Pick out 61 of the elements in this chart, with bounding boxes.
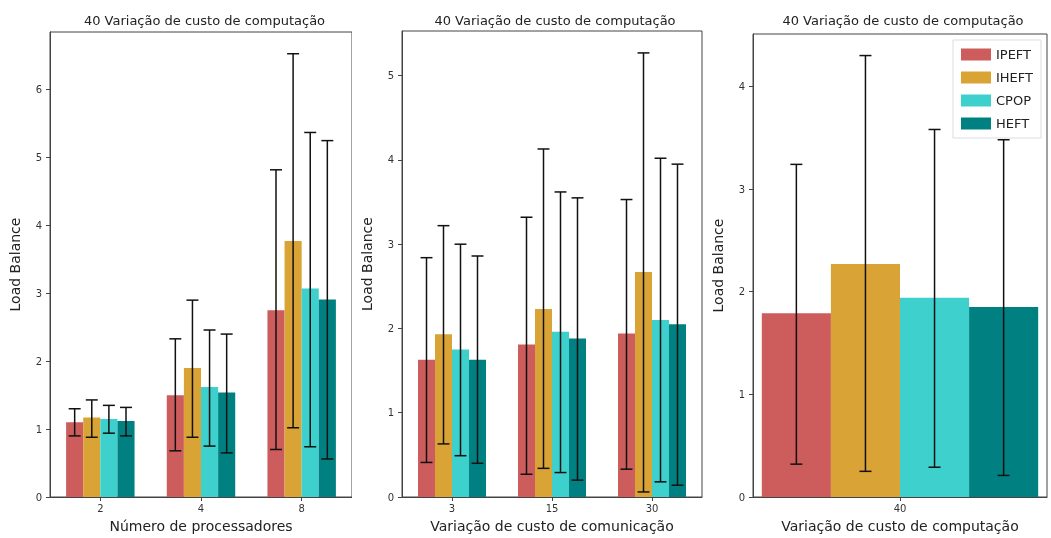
bar: [669, 324, 686, 497]
bar: [552, 331, 569, 497]
x-axis-title: Variação de custo de comunicação: [430, 518, 674, 534]
x-tick-label: 30: [645, 502, 659, 514]
y-tick-label: 0: [387, 491, 394, 503]
bar: [435, 334, 452, 497]
y-axis-title: Load Balance: [359, 217, 375, 311]
x-tick-label: 15: [545, 502, 559, 514]
y-tick-label: 3: [738, 183, 745, 195]
chart-title: 40 Variação de custo de computação: [434, 13, 676, 28]
y-tick-label: 6: [35, 84, 42, 96]
bar: [618, 333, 635, 497]
x-tick-label: 8: [298, 502, 305, 514]
chart-title: 40 Variação de custo de computação: [782, 13, 1024, 28]
bar: [201, 387, 219, 497]
chart-title: 40 Variação de custo de computação: [83, 13, 326, 28]
y-tick-label: 1: [35, 423, 42, 435]
x-tick-label: 40: [893, 502, 907, 514]
x-axis-title: Variação de custo de computação: [781, 518, 1019, 534]
y-tick-label: 3: [35, 287, 42, 299]
x-tick-label: 2: [97, 502, 104, 514]
y-axis-title: Load Balance: [710, 218, 726, 313]
y-tick-label: 5: [35, 152, 42, 164]
y-axis-title: Load Balance: [7, 217, 23, 312]
bar: [469, 359, 486, 497]
y-tick-label: 4: [387, 154, 394, 166]
bar: [284, 241, 302, 497]
bar: [535, 309, 552, 497]
legend-label: IPEFT: [995, 47, 1032, 62]
bar: [166, 395, 184, 497]
y-tick-label: 4: [35, 219, 42, 231]
bar: [518, 344, 535, 497]
bar: [452, 349, 469, 497]
bar: [83, 417, 101, 497]
x-tick-label: 4: [197, 502, 205, 514]
x-axis-title: Número de processadores: [109, 518, 293, 534]
bar: [117, 420, 135, 497]
legend-label: CPOP: [995, 93, 1032, 108]
bar: [652, 320, 669, 497]
bar: [635, 272, 652, 497]
legend-label: IHEFT: [995, 70, 1034, 85]
bar: [183, 368, 201, 497]
bar: [218, 392, 236, 497]
legend-label: HEFT: [995, 116, 1030, 131]
bar: [66, 422, 84, 497]
x-tick-label: 3: [448, 502, 456, 514]
y-tick-label: 2: [738, 286, 745, 298]
bar: [100, 418, 118, 497]
y-tick-label: 3: [387, 238, 394, 250]
bar: [318, 299, 336, 497]
y-tick-label: 0: [35, 491, 42, 503]
bar: [569, 338, 586, 497]
y-tick-label: 4: [738, 80, 745, 92]
y-tick-label: 1: [738, 388, 745, 400]
y-tick-label: 0: [738, 491, 745, 503]
y-tick-label: 2: [35, 355, 42, 367]
y-tick-label: 2: [387, 322, 394, 334]
bar: [267, 310, 285, 497]
bar: [418, 359, 435, 497]
y-tick-label: 1: [387, 407, 394, 419]
y-tick-label: 5: [387, 70, 394, 82]
